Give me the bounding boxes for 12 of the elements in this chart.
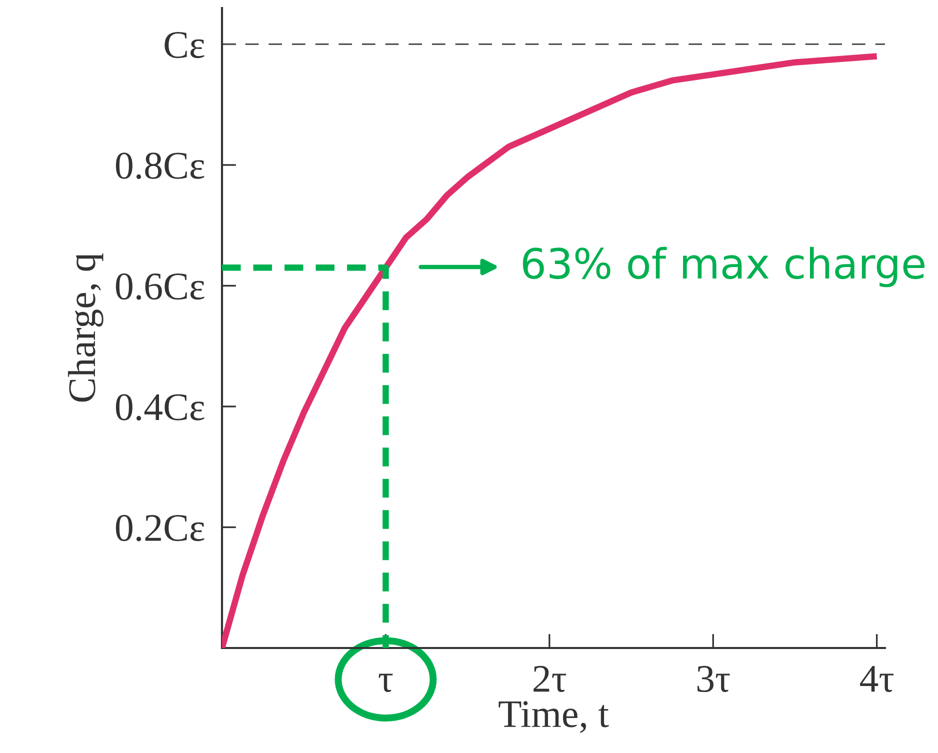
x-tick-label: 4τ (860, 666, 894, 692)
y-axis-title: Charge, q (68, 253, 104, 402)
x-tick-label: τ (378, 674, 393, 692)
y-tick-label: 0.4Cε (116, 394, 204, 421)
x-axis-title: Time, t (498, 701, 609, 733)
y-tick-label: 0.2Cε (116, 514, 204, 542)
x-tick-label: 2τ (534, 666, 566, 692)
y-tick-label: 0.8Cε (116, 152, 204, 180)
x-tick-label: 3τ (697, 666, 730, 692)
y-tick-label: Cε (164, 32, 204, 58)
annotation: 63% of max charge (522, 246, 924, 288)
y-tick-label: 0.6Cε (116, 273, 204, 300)
